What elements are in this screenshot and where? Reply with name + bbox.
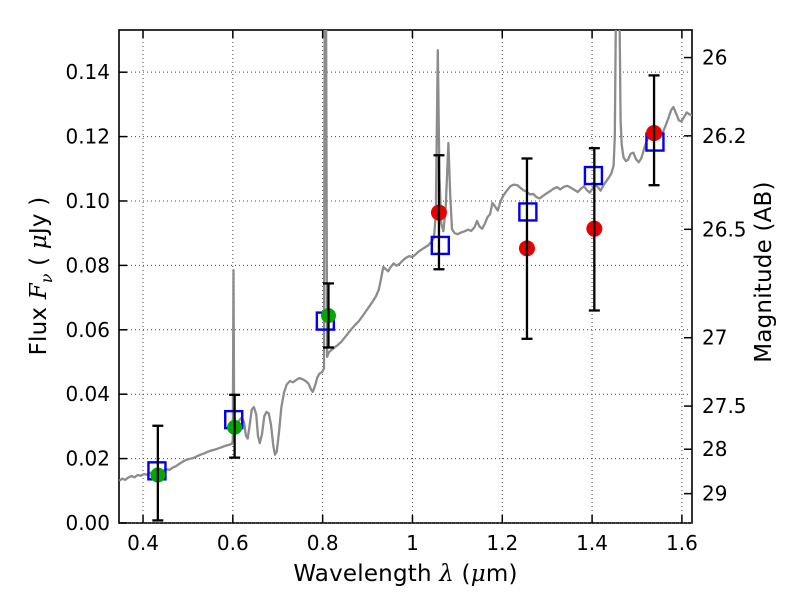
axis-ticks [119, 30, 692, 524]
y-tick-label-flux: 0.06 [65, 318, 110, 342]
y-tick-label-magnitude: 27.5 [702, 394, 747, 418]
y-axis-title-flux: Flux Fν ( μJy ) [26, 196, 56, 356]
model-photometry-squares [147, 132, 665, 481]
x-axis-title: Wavelength λ (μm) [293, 561, 518, 587]
y-tick-label-flux: 0.10 [65, 189, 110, 213]
x-tick-label: 0.6 [217, 531, 249, 555]
x-tick-label: 0.4 [127, 531, 159, 555]
error-bars [152, 74, 660, 522]
y-tick-label-magnitude: 26 [702, 46, 727, 70]
y-tick-label-magnitude: 26.2 [702, 124, 747, 148]
x-tick-label: 1 [406, 531, 419, 555]
y-tick-label-magnitude: 28 [702, 437, 727, 461]
y-tick-label-flux: 0.04 [65, 382, 110, 406]
observed-photometry-green [150, 308, 336, 483]
x-tick-label: 1.2 [486, 531, 518, 555]
plot-frame [118, 29, 693, 524]
y-tick-label-magnitude: 27 [702, 326, 727, 350]
x-tick-label: 1.4 [576, 531, 608, 555]
y-axis-title-magnitude: Magnitude (AB) [751, 181, 777, 363]
x-tick-label: 1.6 [666, 531, 698, 555]
y-tick-label-magnitude: 29 [702, 482, 727, 506]
model-photometry-point [430, 235, 451, 256]
y-tick-label-flux: 0.00 [65, 511, 110, 535]
x-tick-label: 0.8 [307, 531, 339, 555]
y-tick-label-flux: 0.08 [65, 253, 110, 277]
y-tick-label-flux: 0.02 [65, 447, 110, 471]
gridlines [119, 30, 692, 524]
y-tick-label-flux: 0.14 [65, 60, 110, 84]
y-tick-label-magnitude: 26.5 [702, 217, 747, 241]
observed-photometry-red [430, 125, 663, 257]
model-spectrum-path [119, 30, 692, 482]
y-tick-label-flux: 0.12 [65, 125, 110, 149]
model-spectrum-line [119, 30, 692, 482]
